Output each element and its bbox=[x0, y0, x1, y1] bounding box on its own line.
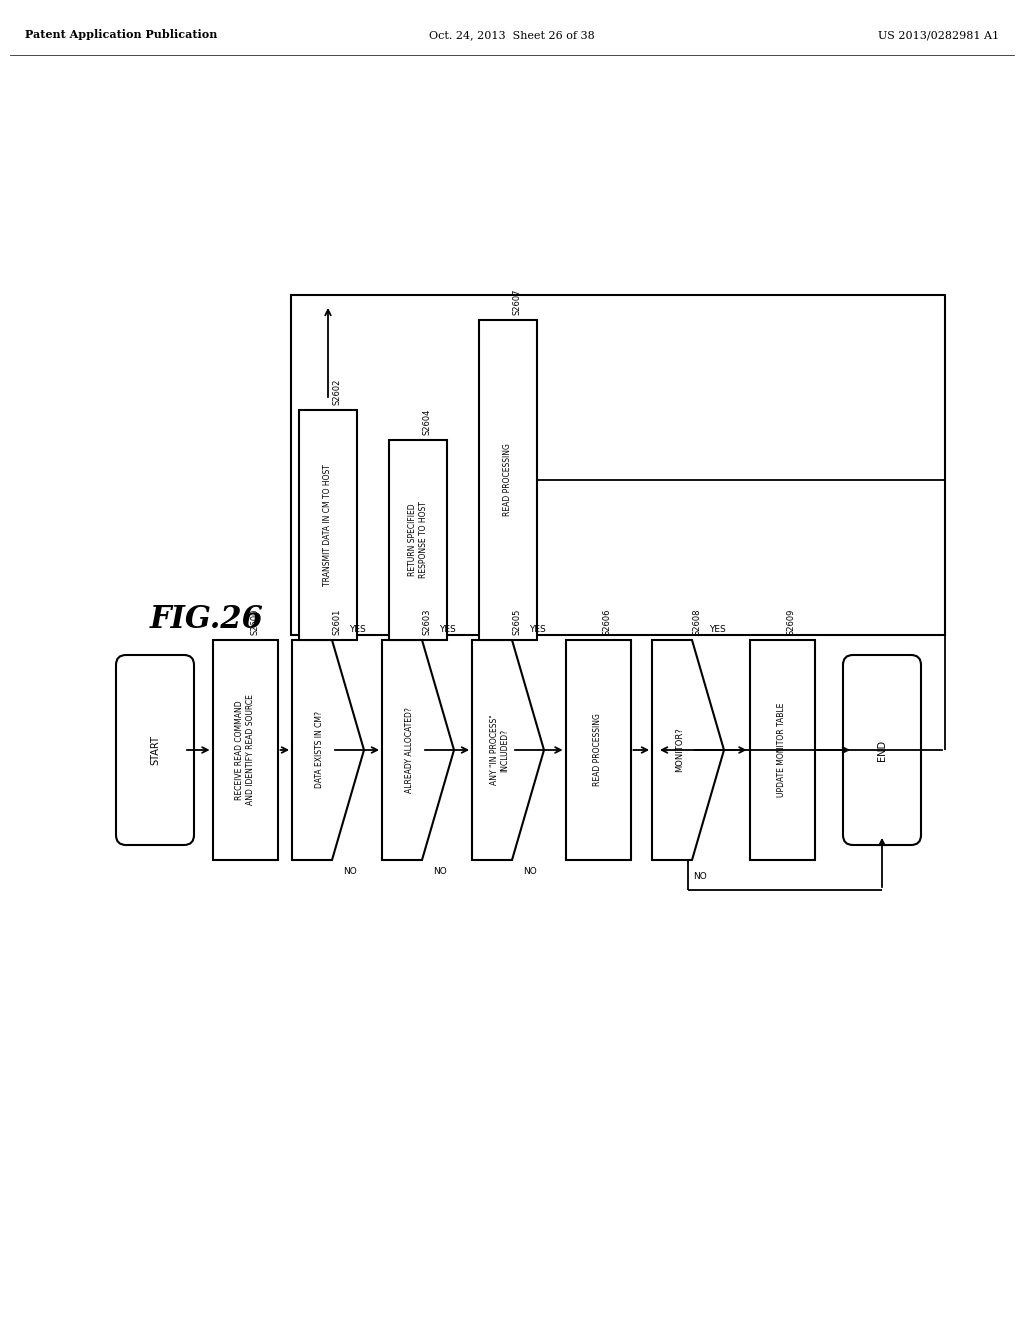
Text: NO: NO bbox=[343, 867, 357, 876]
Bar bbox=[750, 640, 814, 861]
Bar bbox=[299, 411, 357, 640]
Text: UPDATE MONITOR TABLE: UPDATE MONITOR TABLE bbox=[777, 702, 786, 797]
Text: FIG.26: FIG.26 bbox=[150, 605, 264, 635]
Text: NO: NO bbox=[523, 867, 537, 876]
Text: US 2013/0282981 A1: US 2013/0282981 A1 bbox=[878, 30, 999, 40]
Polygon shape bbox=[292, 640, 364, 861]
Bar bbox=[213, 640, 278, 861]
Polygon shape bbox=[472, 640, 544, 861]
Text: Oct. 24, 2013  Sheet 26 of 38: Oct. 24, 2013 Sheet 26 of 38 bbox=[429, 30, 595, 40]
Text: YES: YES bbox=[710, 626, 726, 635]
Text: S2607: S2607 bbox=[513, 289, 522, 315]
Bar bbox=[389, 440, 447, 640]
Text: YES: YES bbox=[529, 626, 546, 635]
Text: S2601: S2601 bbox=[333, 609, 342, 635]
Text: START: START bbox=[150, 735, 160, 764]
Text: S2606: S2606 bbox=[603, 609, 612, 635]
Text: S2608: S2608 bbox=[693, 609, 702, 635]
Text: RECEIVE READ COMMAND
AND IDENTIFY READ SOURCE: RECEIVE READ COMMAND AND IDENTIFY READ S… bbox=[236, 694, 255, 805]
Text: TRANSMIT DATA IN CM TO HOST: TRANSMIT DATA IN CM TO HOST bbox=[324, 465, 333, 586]
Text: READ PROCESSING: READ PROCESSING bbox=[504, 444, 512, 516]
Text: S2603: S2603 bbox=[423, 609, 432, 635]
Text: S2600: S2600 bbox=[250, 609, 259, 635]
Text: S2602: S2602 bbox=[333, 379, 342, 405]
Text: NO: NO bbox=[693, 873, 707, 880]
Text: END: END bbox=[877, 739, 887, 760]
Text: S2604: S2604 bbox=[423, 409, 432, 436]
Polygon shape bbox=[652, 640, 724, 861]
Bar bbox=[291, 294, 945, 635]
Text: YES: YES bbox=[439, 626, 456, 635]
Text: S2609: S2609 bbox=[787, 609, 796, 635]
Polygon shape bbox=[382, 640, 454, 861]
Text: S2605: S2605 bbox=[513, 609, 522, 635]
Text: ALREADY ALLOCATED?: ALREADY ALLOCATED? bbox=[406, 708, 415, 793]
Bar bbox=[565, 640, 631, 861]
Text: ANY "IN PROCESS"
INCLUDED?: ANY "IN PROCESS" INCLUDED? bbox=[490, 714, 510, 785]
Text: MONITOR?: MONITOR? bbox=[676, 727, 684, 772]
FancyBboxPatch shape bbox=[116, 655, 194, 845]
Text: Patent Application Publication: Patent Application Publication bbox=[25, 29, 217, 41]
Text: READ PROCESSING: READ PROCESSING bbox=[594, 714, 602, 787]
Text: YES: YES bbox=[349, 626, 366, 635]
Bar bbox=[479, 319, 537, 640]
FancyBboxPatch shape bbox=[843, 655, 921, 845]
Text: DATA EXISTS IN CM?: DATA EXISTS IN CM? bbox=[315, 711, 325, 788]
Text: RETURN SPECIFIED
RESPONSE TO HOST: RETURN SPECIFIED RESPONSE TO HOST bbox=[409, 502, 428, 578]
Text: NO: NO bbox=[433, 867, 446, 876]
